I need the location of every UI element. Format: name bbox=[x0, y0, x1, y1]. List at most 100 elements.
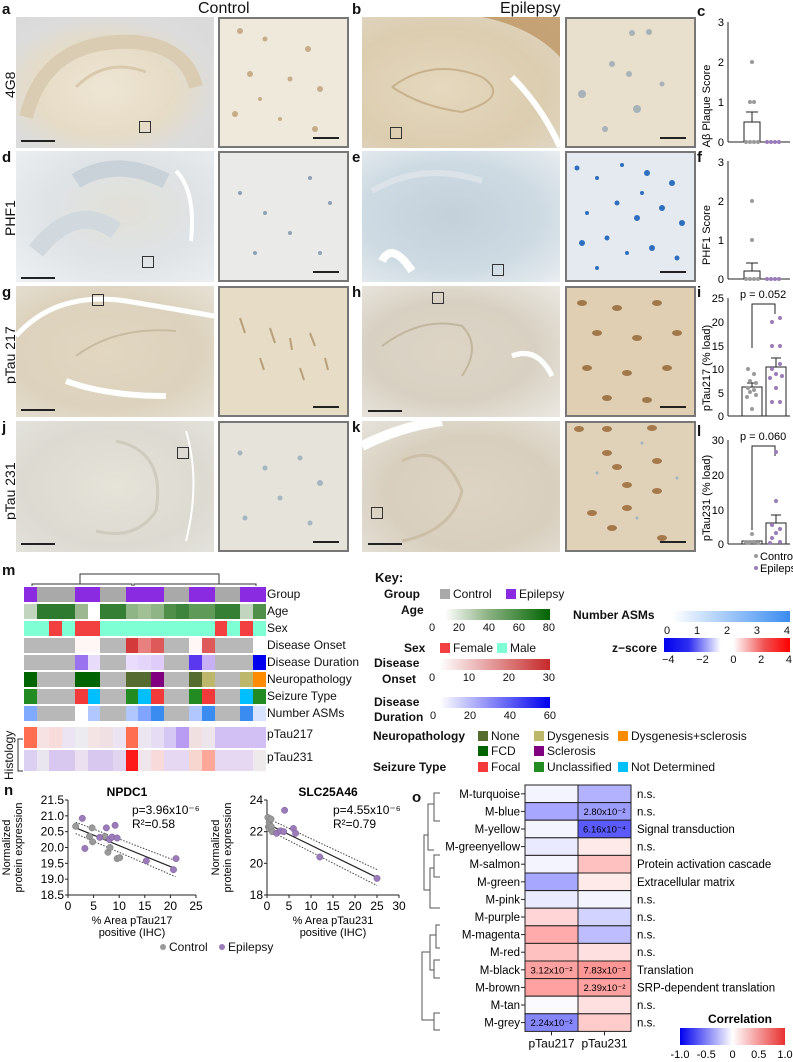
heatmap-cell bbox=[100, 672, 114, 687]
heatmap-cell bbox=[176, 689, 190, 704]
heatmap-cell bbox=[227, 672, 241, 687]
module-annotation: Translation bbox=[637, 965, 693, 977]
y-axis-label: PHF1 Score bbox=[701, 205, 713, 265]
data-point bbox=[281, 806, 289, 814]
chart-title: NPDC1 bbox=[107, 786, 148, 799]
heatmap-cell bbox=[227, 689, 241, 704]
data-point bbox=[78, 814, 86, 822]
module-label: M-brown bbox=[475, 982, 520, 994]
panel-label-c: c bbox=[697, 3, 706, 20]
heatmap-cell bbox=[577, 890, 632, 909]
key-seizure-not-determined: Not Determined bbox=[618, 760, 715, 774]
panel-label-d: d bbox=[2, 149, 12, 166]
module-annotation: n.s. bbox=[637, 894, 656, 906]
data-point bbox=[292, 829, 300, 837]
heatmap-cell bbox=[74, 655, 88, 670]
swatch bbox=[478, 731, 488, 741]
heatmap-cell bbox=[189, 672, 203, 687]
panel-label-g: g bbox=[2, 284, 12, 301]
heatmap-cell bbox=[163, 638, 177, 653]
heatmap-cell bbox=[176, 604, 190, 619]
heatmap-cell bbox=[252, 672, 266, 687]
module-label: M-red bbox=[490, 947, 520, 959]
heatmap-cell bbox=[577, 907, 632, 927]
y-tick: 0 bbox=[718, 539, 724, 551]
heatmap-cell bbox=[138, 706, 152, 721]
module-label: M-salmon bbox=[470, 859, 520, 871]
heatmap-cell bbox=[62, 638, 76, 653]
heatmap-cell bbox=[36, 750, 50, 771]
heatmap-cell bbox=[87, 621, 101, 636]
heatmap-cell bbox=[189, 604, 203, 619]
p-value-annotation: p = 0.052 bbox=[740, 289, 786, 301]
heatmap-cell bbox=[62, 706, 76, 721]
y-tick: 0 bbox=[718, 411, 724, 420]
heatmap-cell bbox=[87, 750, 101, 771]
heatmap-cell bbox=[74, 672, 88, 687]
heatmap-cell bbox=[524, 942, 579, 962]
module-label: M-green bbox=[477, 877, 520, 889]
module-annotation: Signal transduction bbox=[637, 824, 735, 836]
panel-label-k: k bbox=[352, 419, 361, 436]
heatmap-cell bbox=[524, 819, 579, 839]
heatmap-cell bbox=[74, 706, 88, 721]
heatmap-cell bbox=[252, 706, 266, 721]
key-onset-label-2: Onset bbox=[382, 672, 417, 686]
heatmap-cell bbox=[239, 672, 254, 687]
x-axis-label: positive (IHC) bbox=[300, 927, 367, 939]
module-annotation: n.s. bbox=[637, 912, 656, 924]
data-point bbox=[72, 822, 80, 830]
heatmap-cell bbox=[163, 621, 177, 636]
micrograph-epilepsy-phf1-zoom bbox=[565, 151, 696, 282]
heatmap-cell bbox=[189, 727, 203, 748]
heatmap-cell bbox=[227, 604, 241, 619]
heatmap-cell bbox=[189, 587, 203, 602]
zscore-colorbar bbox=[664, 638, 790, 652]
y-axis-label: protein expression bbox=[222, 803, 234, 893]
heatmap-cell bbox=[214, 706, 228, 721]
p-value: p=4.55x10⁻⁶ bbox=[333, 803, 401, 817]
clinical-heatmap bbox=[24, 587, 266, 773]
column-title-epilepsy: Epilepsy bbox=[500, 0, 561, 17]
key-np-fcd: FCD bbox=[478, 744, 516, 758]
heatmap-cell bbox=[577, 854, 632, 874]
cell-p-value: 7.83x10⁻³ bbox=[584, 965, 626, 976]
heatmap-cell bbox=[163, 750, 177, 771]
legend-dot-control bbox=[160, 944, 166, 950]
heatmap-cell bbox=[239, 587, 254, 602]
heatmap-cell bbox=[24, 621, 38, 636]
micrograph-control-ptau217-zoom bbox=[218, 286, 349, 417]
row-label-disease-onset: Disease Onset bbox=[267, 638, 346, 652]
heatmap-cell bbox=[112, 638, 127, 653]
dendrogram-top bbox=[31, 573, 257, 586]
micrograph-epilepsy-4g8-zoom bbox=[565, 17, 696, 148]
module-label: M-purple bbox=[475, 912, 520, 924]
heatmap-cell bbox=[151, 672, 165, 687]
region-of-interest-box bbox=[142, 256, 154, 268]
heatmap-cell bbox=[24, 750, 38, 771]
panel-label-a: a bbox=[2, 1, 11, 18]
x-tick: 0 bbox=[264, 899, 271, 913]
heatmap-cell bbox=[524, 854, 579, 874]
scale-bar bbox=[368, 543, 402, 545]
heatmap-cell bbox=[49, 706, 63, 721]
heatmap-cell bbox=[524, 925, 579, 944]
heatmap-cell bbox=[201, 655, 215, 670]
chart-l-ptau231-load: p = 0.060 pTau231 (% load) 0 10 20 30 Co… bbox=[701, 431, 793, 575]
heatmap-cell bbox=[577, 925, 632, 944]
heatmap-cell bbox=[112, 604, 127, 619]
heatmap-cell bbox=[227, 706, 241, 721]
heatmap-cell bbox=[112, 655, 127, 670]
heatmap-cell bbox=[176, 638, 190, 653]
heatmap-cell bbox=[239, 604, 254, 619]
heatmap-cell bbox=[49, 689, 63, 704]
y-tick: 1 bbox=[718, 97, 724, 109]
y-tick: 21.5 bbox=[41, 793, 65, 807]
heatmap-cell bbox=[74, 638, 88, 653]
zscore-ticks: −4 −2 0 2 4 bbox=[662, 654, 792, 666]
cell-p-value: 6.16x10⁻⁴ bbox=[583, 825, 626, 836]
key-age-label: Age bbox=[401, 603, 424, 617]
heatmap-cell bbox=[138, 689, 152, 704]
column-label: pTau231 bbox=[581, 1036, 627, 1050]
heatmap-cell bbox=[138, 727, 152, 748]
